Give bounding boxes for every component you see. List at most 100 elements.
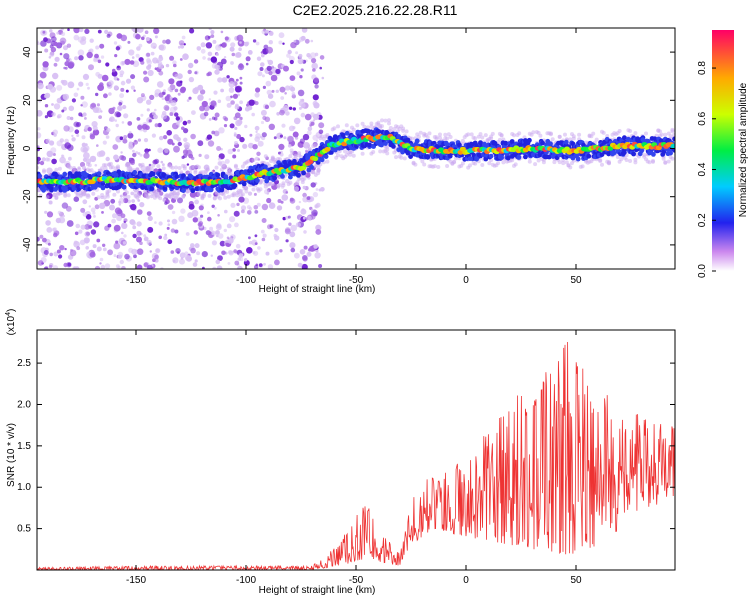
heatmap-noise-cell [193, 230, 198, 235]
heatmap-noise-cell [292, 131, 299, 138]
heatmap-halo-cell [82, 191, 87, 196]
heatmap-noise-cell [173, 145, 180, 153]
heatmap-noise-cell [99, 202, 106, 209]
heatmap-noise-cell [274, 227, 279, 233]
heatmap-halo-cell [642, 153, 647, 157]
heatmap-noise-cell [167, 239, 173, 245]
heatmap-noise-cell [238, 196, 245, 203]
heatmap-noise-cell [196, 251, 201, 256]
heatmap-noise-cell [79, 161, 86, 168]
heatmap-halo-cell [172, 191, 177, 196]
heatmap-noise-cell [235, 243, 241, 249]
heatmap-band-cell [425, 154, 431, 159]
heatmap-noise-cell [309, 52, 317, 59]
heatmap-halo-cell [145, 194, 150, 199]
heatmap-noise-cell [311, 208, 314, 212]
heatmap-noise-cell [203, 111, 209, 117]
heatmap-noise-cell [158, 54, 163, 59]
heatmap-noise-cell [92, 125, 98, 131]
heatmap-halo-cell [443, 132, 448, 137]
heatmap-noise-cell [315, 229, 322, 235]
x-tick-label: 0 [463, 575, 469, 586]
heatmap-noise-cell [260, 51, 264, 54]
heatmap-halo-cell [158, 196, 163, 201]
heatmap-band-cell [309, 164, 314, 170]
heatmap-noise-cell [217, 99, 222, 104]
heatmap-noise-cell [187, 119, 192, 124]
heatmap-band-cell [400, 149, 405, 155]
heatmap-noise-cell [43, 93, 49, 99]
heatmap-noise-cell [244, 106, 250, 112]
heatmap-noise-cell [234, 86, 242, 93]
heatmap-halo-cell [288, 154, 293, 159]
heatmap-noise-cell [293, 186, 300, 192]
heatmap-halo-cell [154, 189, 159, 194]
heatmap-noise-cell [161, 97, 165, 100]
heatmap-halo-cell [580, 164, 585, 169]
heatmap-noise-cell [153, 114, 158, 120]
heatmap-noise-cell [89, 38, 94, 43]
heatmap-noise-cell [210, 56, 217, 63]
heatmap-halo-cell [527, 159, 532, 164]
heatmap-noise-cell [289, 198, 296, 204]
heatmap-noise-cell [190, 247, 196, 254]
heatmap-halo-cell [557, 134, 562, 139]
heatmap-noise-cell [76, 246, 81, 251]
heatmap-noise-cell [207, 211, 210, 215]
heatmap-band-cell [215, 172, 221, 178]
heatmap-noise-cell [313, 77, 319, 83]
heatmap-noise-cell [163, 135, 168, 140]
heatmap-noise-cell [171, 210, 176, 215]
y-tick-label: 0.5 [17, 524, 31, 535]
heatmap-noise-cell [149, 250, 152, 253]
heatmap-halo-cell [223, 195, 228, 200]
heatmap-noise-cell [282, 216, 286, 221]
heatmap-noise-cell [68, 156, 72, 161]
heatmap-noise-cell [302, 216, 306, 220]
heatmap-halo-cell [279, 152, 284, 157]
heatmap-noise-cell [164, 233, 168, 237]
heatmap-noise-cell [105, 135, 110, 139]
heatmap-noise-cell [46, 211, 54, 218]
heatmap-noise-cell [81, 135, 86, 140]
heatmap-band-cell [307, 150, 313, 156]
heatmap-halo-cell [89, 168, 94, 173]
heatmap-noise-cell [52, 265, 59, 269]
heatmap-halo-cell [489, 136, 494, 141]
heatmap-noise-cell [37, 132, 42, 139]
heatmap-noise-cell [292, 107, 296, 111]
heatmap-noise-cell [217, 255, 223, 261]
heatmap-noise-cell [100, 110, 103, 113]
heatmap-noise-cell [106, 127, 111, 133]
heatmap-noise-cell [67, 61, 75, 68]
heatmap-ridge-cell [341, 141, 348, 147]
heatmap-noise-cell [42, 237, 47, 243]
heatmap-halo-cell [107, 188, 112, 193]
heatmap-noise-cell [75, 223, 81, 229]
heatmap-noise-cell [260, 135, 263, 139]
heatmap-noise-cell [245, 56, 251, 62]
heatmap-noise-cell [226, 236, 230, 240]
heatmap-noise-cell [299, 249, 306, 255]
heatmap-noise-cell [311, 57, 317, 64]
heatmap-noise-cell [48, 264, 53, 269]
heatmap-noise-cell [45, 220, 51, 226]
heatmap-noise-cell [304, 113, 312, 121]
heatmap-halo-cell [434, 137, 439, 141]
heatmap-noise-cell [122, 104, 127, 110]
heatmap-noise-cell [301, 263, 308, 269]
heatmap-noise-cell [97, 59, 102, 64]
heatmap-noise-cell [62, 214, 65, 218]
heatmap-noise-cell [217, 266, 223, 269]
heatmap-noise-cell [280, 96, 285, 100]
heatmap-noise-cell [84, 117, 87, 120]
heatmap-noise-cell [73, 92, 79, 98]
heatmap-noise-cell [290, 41, 297, 49]
heatmap-noise-cell [167, 87, 172, 92]
heatmap-halo-cell [181, 194, 186, 199]
heatmap-noise-cell [143, 234, 147, 238]
heatmap-noise-cell [85, 143, 88, 146]
heatmap-halo-cell [624, 158, 629, 162]
heatmap-halo-cell [332, 126, 337, 131]
